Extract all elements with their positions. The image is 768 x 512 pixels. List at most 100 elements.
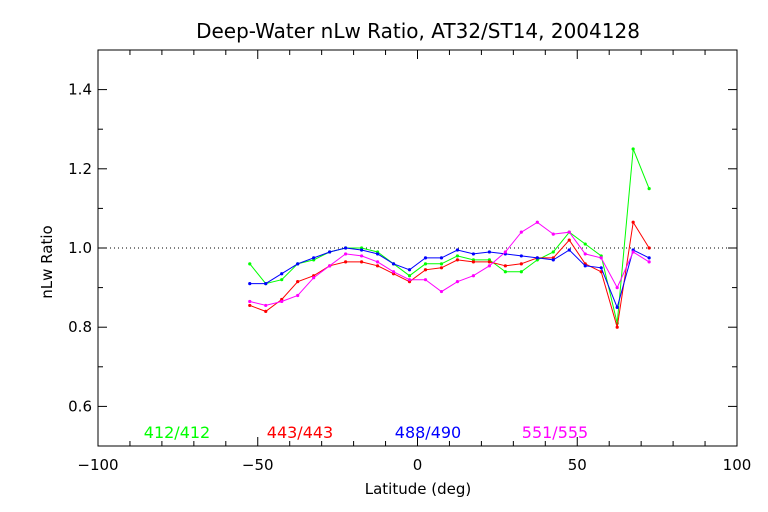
legend-entry: 488/490 xyxy=(395,423,461,442)
data-point xyxy=(264,303,268,308)
data-point xyxy=(631,250,635,254)
data-point xyxy=(280,278,284,282)
data-point xyxy=(407,278,412,282)
data-point xyxy=(551,258,555,262)
legend-entry: 412/412 xyxy=(144,423,210,442)
data-point xyxy=(615,305,619,309)
data-point xyxy=(631,147,635,151)
series-layer xyxy=(248,147,651,329)
series-551/555 xyxy=(248,220,651,308)
data-point xyxy=(615,325,619,329)
data-point xyxy=(503,250,507,254)
data-point xyxy=(487,264,491,268)
legend-entry: 551/555 xyxy=(522,423,588,442)
data-point xyxy=(503,264,507,268)
data-point xyxy=(455,258,460,262)
y-axis-label: nLw Ratio xyxy=(38,225,56,298)
data-point xyxy=(344,252,348,256)
data-point xyxy=(631,220,635,224)
data-point xyxy=(439,289,444,294)
data-point xyxy=(535,220,539,224)
series-line xyxy=(249,148,650,324)
data-point xyxy=(375,264,380,268)
data-point xyxy=(391,262,396,266)
x-tick-label: 50 xyxy=(568,456,587,474)
data-point xyxy=(551,250,555,254)
data-point xyxy=(359,260,364,264)
data-point xyxy=(455,248,460,252)
data-point xyxy=(583,252,587,256)
data-point xyxy=(439,256,444,260)
data-point xyxy=(471,274,476,278)
series-412/412 xyxy=(248,147,651,325)
data-point xyxy=(423,268,428,272)
ticks-layer: −100 −50 0 50 100 0.6 0.8 1.0 1.2 1.4 xyxy=(68,49,752,474)
data-point xyxy=(296,293,300,298)
data-point xyxy=(599,266,603,270)
data-point xyxy=(248,303,252,308)
data-point xyxy=(503,270,507,274)
x-tick-label: 100 xyxy=(723,456,752,474)
data-point xyxy=(487,250,491,254)
series-line xyxy=(249,247,650,309)
x-tick-label: −100 xyxy=(77,456,118,474)
data-point xyxy=(455,254,460,258)
data-point xyxy=(328,264,332,268)
legend-entry: 443/443 xyxy=(267,423,333,442)
data-point xyxy=(439,266,444,270)
y-tick-label: 0.8 xyxy=(68,318,92,336)
series-line xyxy=(249,220,650,328)
data-point xyxy=(423,262,428,266)
x-axis-label: Latitude (deg) xyxy=(365,480,471,498)
data-point xyxy=(407,274,412,278)
y-tick-label: 0.6 xyxy=(68,397,92,415)
data-point xyxy=(375,252,380,256)
y-tick-label: 1.2 xyxy=(68,160,92,178)
series-line xyxy=(249,221,650,306)
data-point xyxy=(280,299,284,304)
data-point xyxy=(599,256,603,260)
data-point xyxy=(264,309,268,313)
data-point xyxy=(248,299,252,304)
data-point xyxy=(519,262,523,266)
data-point xyxy=(407,268,412,272)
data-point xyxy=(423,256,428,260)
data-point xyxy=(423,278,428,282)
data-point xyxy=(439,262,444,266)
data-point xyxy=(647,256,651,260)
data-point xyxy=(647,246,651,250)
data-point xyxy=(471,252,476,256)
data-point xyxy=(359,248,364,252)
data-point xyxy=(248,282,252,286)
y-tick-label: 1.4 xyxy=(68,81,92,99)
data-point xyxy=(519,254,523,258)
data-point xyxy=(455,280,460,284)
data-point xyxy=(519,230,523,234)
data-point xyxy=(328,250,332,254)
data-point xyxy=(519,270,523,274)
data-point xyxy=(567,238,571,242)
data-point xyxy=(583,242,587,246)
data-point xyxy=(312,256,316,260)
data-point xyxy=(280,272,284,276)
series-443/443 xyxy=(248,220,651,329)
data-point xyxy=(567,230,571,234)
series-488/490 xyxy=(248,246,651,309)
data-point xyxy=(615,286,619,290)
data-point xyxy=(647,260,651,264)
data-point xyxy=(567,248,571,252)
plot-frame xyxy=(97,49,738,447)
data-point xyxy=(487,260,491,264)
data-point xyxy=(296,262,300,266)
data-point xyxy=(391,270,396,274)
data-point xyxy=(647,187,651,191)
chart-title: Deep-Water nLw Ratio, AT32/ST14, 2004128 xyxy=(196,19,640,43)
data-point xyxy=(551,232,555,236)
data-point xyxy=(375,260,380,264)
x-tick-label: 0 xyxy=(413,456,423,474)
data-point xyxy=(359,254,364,258)
data-point xyxy=(471,260,476,264)
data-point xyxy=(264,282,268,286)
